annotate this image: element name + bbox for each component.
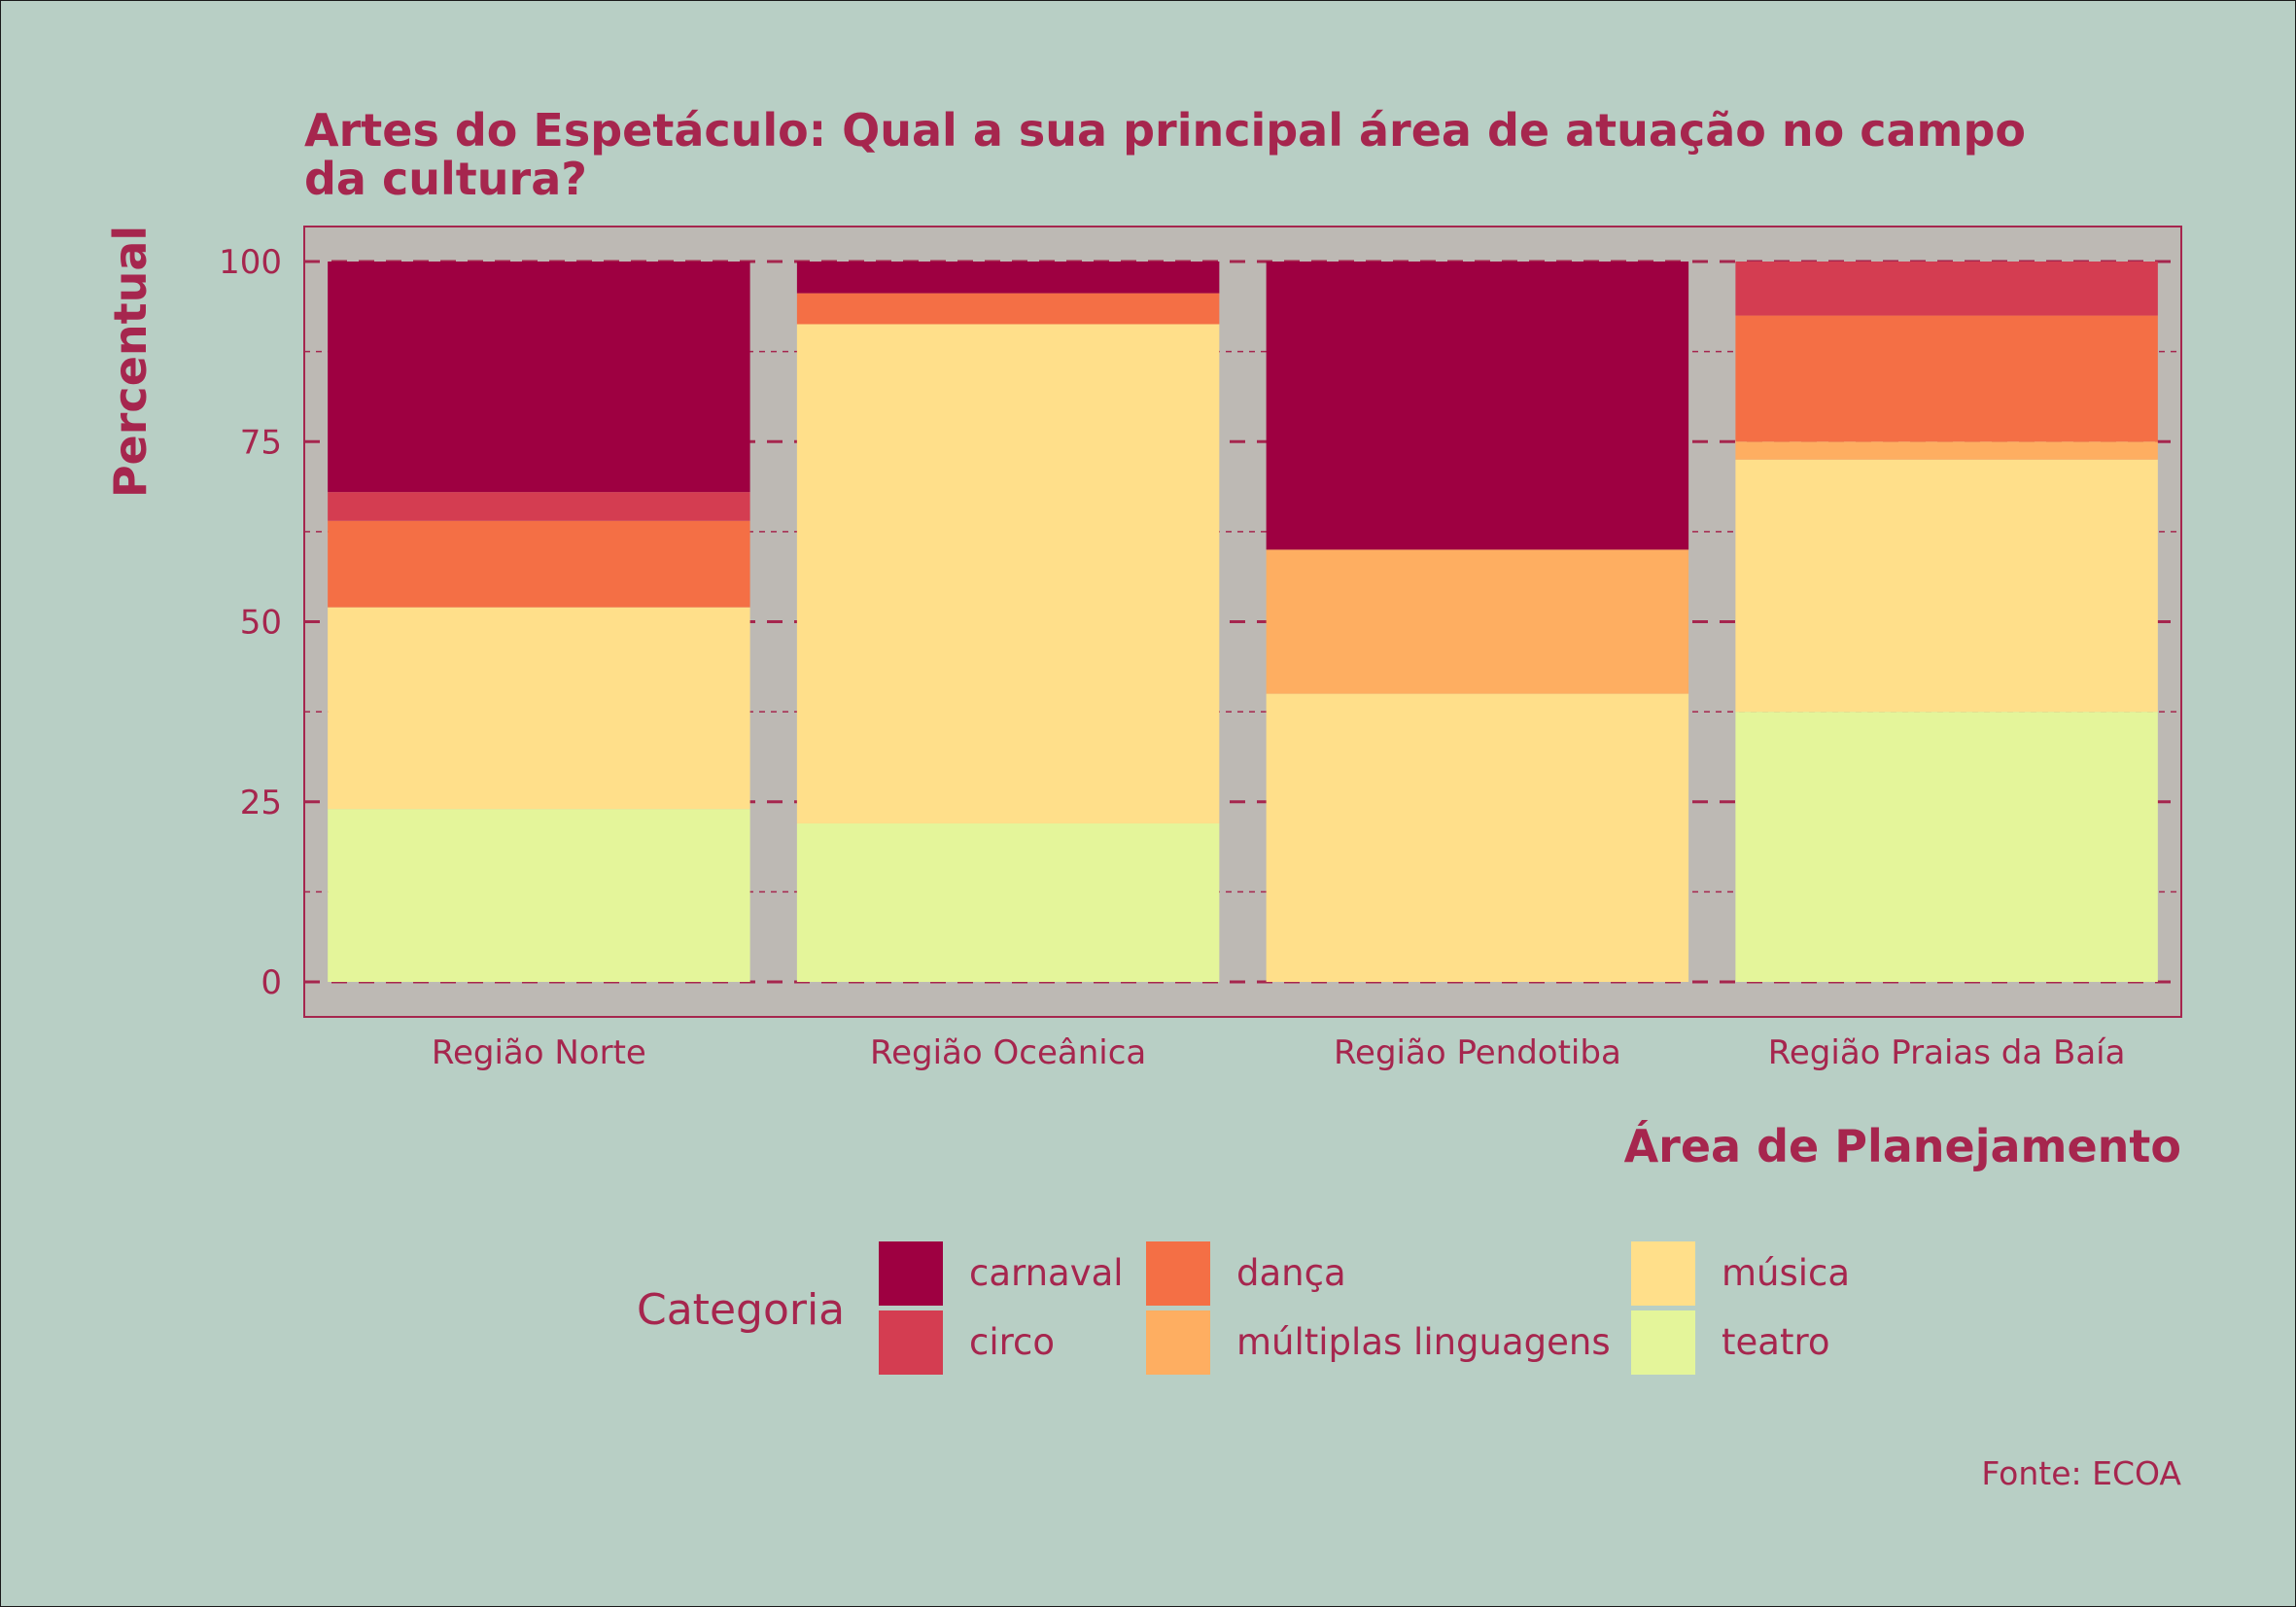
legend-key-danca: [1146, 1241, 1210, 1306]
bar-teatro-regiao-norte: [328, 809, 750, 982]
x-tick-label: Região Oceânica: [870, 1033, 1146, 1072]
bar-musica-regiao-pendotiba: [1266, 693, 1689, 982]
bar-circo-regiao-praias-da-baia: [1735, 262, 2158, 316]
bar-multiplas-linguagens-regiao-pendotiba: [1266, 549, 1689, 694]
bar-danca-regiao-oceanica: [796, 293, 1220, 325]
legend-label-circo: circo: [969, 1321, 1055, 1363]
x-tick-label: Região Praias da Baía: [1768, 1033, 2126, 1072]
legend-key-carnaval: [879, 1241, 943, 1306]
legend-label-musica: música: [1722, 1252, 1850, 1294]
y-tick-label: 100: [219, 243, 282, 282]
legend-label-teatro: teatro: [1722, 1321, 1830, 1363]
y-tick-label: 25: [240, 784, 282, 822]
bar-multiplas-linguagens-regiao-praias-da-baia: [1735, 441, 2158, 460]
legend: carnaval circo dança múltiplas linguagens mú…: [879, 1241, 1850, 1375]
legend-label-carnaval: carnaval: [969, 1252, 1124, 1294]
bars: [328, 262, 2158, 982]
legend-label-danca: dança: [1236, 1252, 1346, 1294]
bar-teatro-regiao-oceanica: [796, 822, 1220, 982]
legend-label-multiplas-linguagens: múltiplas linguagens: [1236, 1321, 1611, 1363]
bar-teatro-regiao-praias-da-baia: [1735, 712, 2158, 982]
bar-danca-regiao-praias-da-baia: [1735, 315, 2158, 442]
bar-carnaval-regiao-norte: [328, 262, 750, 493]
x-axis-title: Área de Planejamento: [1624, 1120, 2181, 1172]
bar-carnaval-regiao-pendotiba: [1266, 262, 1689, 550]
y-axis-ticks: 0 25 50 75 100: [219, 243, 282, 1002]
legend-key-teatro: [1631, 1310, 1695, 1375]
chart-title-line-1: Artes do Espetáculo: Qual a sua principa…: [304, 104, 2026, 157]
legend-key-musica: [1631, 1241, 1695, 1306]
y-tick-label: 75: [240, 423, 282, 462]
bar-circo-regiao-norte: [328, 492, 750, 521]
x-axis-ticks: Região Norte Região Oceânica Região Pendot…: [432, 1033, 2126, 1072]
legend-title: Categoria: [637, 1285, 845, 1335]
bar-musica-regiao-norte: [328, 607, 750, 810]
legend-key-multiplas-linguagens: [1146, 1310, 1210, 1375]
x-tick-label: Região Norte: [432, 1033, 646, 1072]
bar-carnaval-regiao-oceanica: [796, 262, 1220, 294]
bar-musica-regiao-oceanica: [796, 324, 1220, 823]
bar-musica-regiao-praias-da-baia: [1735, 459, 2158, 713]
legend-key-circo: [879, 1310, 943, 1375]
bar-danca-regiao-norte: [328, 520, 750, 608]
y-tick-label: 0: [261, 963, 282, 1002]
x-tick-label: Região Pendotiba: [1334, 1033, 1621, 1072]
y-axis-title: Percentual: [104, 226, 157, 498]
caption: Fonte: ECOA: [1981, 1454, 2181, 1492]
chart-title-line-2: da cultura?: [304, 153, 587, 205]
y-tick-label: 50: [240, 604, 282, 643]
